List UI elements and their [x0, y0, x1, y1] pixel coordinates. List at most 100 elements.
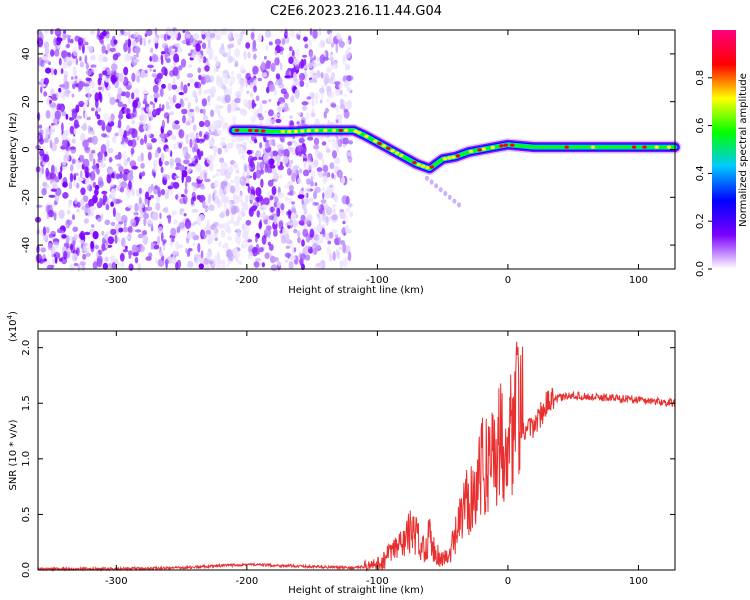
noise-dot [106, 33, 112, 42]
noise-dot [116, 261, 122, 269]
noise-dot [142, 88, 148, 94]
noise-dot [253, 85, 257, 93]
noise-dot [216, 95, 223, 102]
noise-dot [157, 235, 161, 246]
noise-dot [49, 139, 53, 149]
noise-dot [84, 54, 88, 64]
ridge-hotspot [477, 148, 482, 152]
ridge-hotspot [420, 164, 426, 168]
noise-dot [303, 208, 308, 215]
noise-dot [69, 39, 74, 44]
noise-dot [236, 194, 243, 202]
x-tick-label: -200 [236, 275, 259, 286]
noise-dot [221, 263, 227, 270]
noise-dot [60, 68, 64, 75]
noise-dot [302, 228, 309, 238]
noise-dot [160, 166, 164, 174]
noise-dot [253, 261, 260, 268]
noise-dot [257, 33, 263, 43]
noise-dot [148, 117, 152, 122]
noise-dot [237, 145, 242, 155]
noise-dot [258, 221, 262, 230]
noise-dot [247, 185, 251, 194]
noise-dot [84, 208, 89, 214]
noise-dot [161, 119, 165, 130]
noise-dot [98, 73, 103, 78]
noise-dot [297, 194, 305, 200]
noise-dot [89, 152, 94, 162]
noise-dot [119, 252, 125, 262]
noise-dot [201, 230, 206, 238]
noise-dot [206, 102, 211, 106]
noise-dot [304, 112, 310, 120]
noise-dot [136, 135, 140, 141]
noise-dot [105, 204, 110, 211]
noise-dot [174, 157, 182, 164]
noise-dot [119, 171, 123, 179]
noise-dot [199, 130, 203, 137]
ridge-hotspot [538, 145, 543, 149]
noise-dot [286, 237, 290, 242]
noise-dot [313, 190, 317, 200]
noise-dot [76, 209, 80, 213]
noise-dot [143, 98, 147, 103]
noise-dot [40, 247, 46, 253]
noise-dot [206, 154, 213, 165]
ridge-hotspot [473, 149, 478, 153]
noise-dot [101, 243, 106, 252]
noise-dot [61, 161, 67, 166]
noise-dot [181, 101, 185, 108]
noise-dot [148, 196, 152, 201]
noise-dot [95, 244, 99, 250]
noise-dot [217, 29, 224, 37]
noise-dot [90, 55, 96, 61]
noise-dot [140, 162, 145, 169]
noise-dot [138, 124, 145, 133]
spectrogram-signal-ridge [227, 123, 682, 208]
noise-dot [301, 263, 305, 271]
noise-dot [332, 251, 336, 261]
colorbar-label: Normalized spectral amplitude [738, 73, 749, 227]
noise-dot [222, 124, 226, 132]
noise-dot [285, 222, 289, 227]
noise-dot [282, 155, 289, 164]
noise-dot [128, 82, 133, 86]
ridge-hotspot [447, 156, 452, 160]
noise-dot [328, 231, 334, 239]
noise-dot [53, 37, 57, 46]
y-tick-label: -20 [21, 189, 32, 205]
noise-dot [268, 243, 274, 251]
noise-dot [185, 175, 192, 183]
noise-dot [324, 112, 328, 119]
noise-dot [210, 109, 215, 118]
noise-dot [343, 109, 350, 119]
noise-dot [97, 86, 103, 91]
ridge-hotspot [433, 162, 439, 166]
noise-dot [114, 234, 118, 244]
noise-dot [111, 63, 118, 72]
noise-dot [226, 263, 230, 268]
noise-dot [214, 237, 218, 242]
noise-dot [79, 261, 86, 266]
noise-dot [297, 230, 301, 238]
noise-dot [77, 115, 83, 119]
noise-dot [222, 197, 229, 203]
x-tick-label: -300 [105, 275, 128, 286]
noise-dot [218, 241, 222, 248]
noise-dot [118, 72, 124, 82]
noise-dot [326, 66, 333, 74]
noise-dot [174, 120, 180, 125]
noise-dot [348, 140, 353, 145]
noise-dot [203, 89, 209, 95]
noise-dot [284, 102, 288, 113]
noise-dot [171, 48, 176, 52]
noise-dot [205, 229, 212, 235]
noise-dot [85, 69, 92, 76]
noise-dot [50, 188, 58, 192]
noise-dot [270, 151, 274, 159]
noise-dot [230, 99, 236, 109]
noise-dot [165, 101, 170, 110]
noise-dot [198, 150, 202, 161]
ridge-hotspot [338, 128, 343, 132]
